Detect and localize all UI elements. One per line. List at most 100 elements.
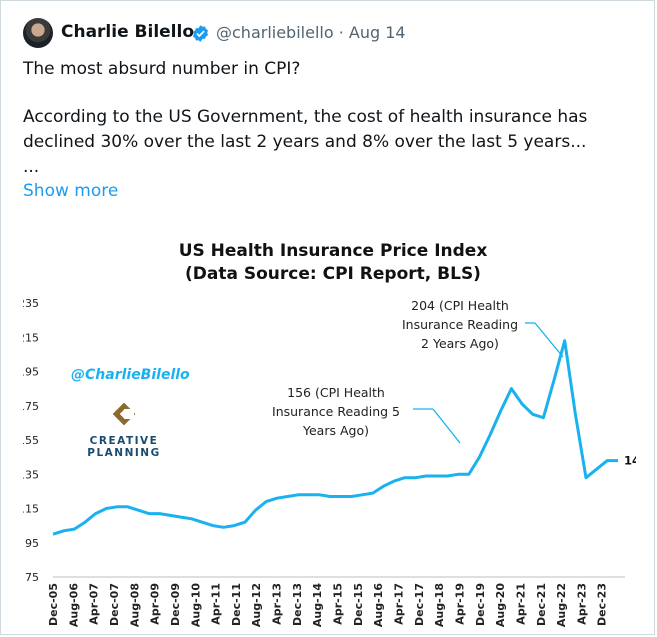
data-point [169, 514, 171, 516]
annotation-204-line-2: Insurance Reading [402, 317, 518, 332]
x-tick-label: Dec-07 [108, 583, 121, 626]
x-tick-label: Apr-15 [332, 583, 345, 625]
x-tick-label: Dec-21 [535, 583, 548, 626]
x-tick-label: Dec-11 [230, 583, 243, 626]
annotation-204: 204 (CPI Health Insurance Reading 2 Year… [402, 298, 564, 358]
data-point [159, 513, 161, 515]
chart-title-line-2: (Data Source: CPI Report, BLS) [185, 264, 481, 284]
tweet-date[interactable]: Aug 14 [348, 23, 406, 42]
data-point [191, 518, 193, 520]
y-tick-label: 135 [23, 468, 39, 481]
x-tick-label: Aug-14 [311, 583, 324, 627]
data-point [105, 508, 107, 510]
y-tick-label: 95 [25, 537, 39, 550]
x-tick-label: Dec-23 [596, 583, 609, 626]
y-tick-label: 215 [23, 331, 39, 344]
data-point [596, 468, 598, 470]
x-axis: Dec-05 Aug-06 Apr-07 Dec-07 Aug-08 Apr-09 Dec-… [47, 583, 609, 627]
data-point [510, 388, 512, 390]
data-point [287, 496, 289, 498]
annotation-156-line-3: Years Ago) [302, 423, 369, 438]
data-point [319, 494, 321, 496]
data-point [532, 413, 534, 415]
data-point [425, 475, 427, 477]
data-point [84, 521, 86, 523]
verified-badge-icon [192, 25, 209, 42]
x-tick-label: Aug-16 [372, 583, 385, 627]
annotation-204-line-3: 2 Years Ago) [421, 336, 499, 351]
x-tick-label: Dec-19 [474, 583, 487, 626]
tweet-text-line-2: According to the US Government, the cost… [23, 107, 588, 127]
annotation-156: 156 (CPI Health Insurance Reading 5 Year… [272, 385, 461, 444]
x-tick-label: Dec-13 [291, 583, 304, 626]
x-tick-label: Dec-05 [47, 583, 60, 626]
data-point [297, 494, 299, 496]
health-insurance-chart: US Health Insurance Price Index (Data So… [18, 241, 648, 627]
logo-text-planning: PLANNING [87, 447, 160, 459]
x-tick-label: Apr-09 [149, 583, 162, 625]
data-point [585, 477, 587, 479]
y-tick-label: 75 [25, 571, 39, 584]
x-tick-label: Aug-08 [128, 583, 141, 627]
data-point [52, 533, 54, 535]
data-point [446, 475, 448, 477]
annotation-156-pointer [432, 408, 461, 444]
data-point [457, 473, 459, 475]
data-point [265, 501, 267, 503]
show-more-link[interactable]: Show more [23, 181, 119, 201]
annotation-204-pointer [534, 322, 564, 358]
series-end-label: 143 [624, 454, 636, 468]
data-point [95, 513, 97, 515]
creative-planning-logo: CREATIVE PLANNING [87, 402, 160, 459]
data-point [212, 525, 214, 527]
author-avatar[interactable] [23, 18, 53, 48]
y-tick-label: 115 [23, 503, 39, 516]
data-point [233, 525, 235, 527]
x-tick-label: Apr-21 [514, 583, 527, 625]
data-point [223, 526, 225, 528]
chart-title-line-1: US Health Insurance Price Index [179, 241, 488, 261]
data-point [116, 506, 118, 508]
data-point [63, 530, 65, 532]
x-tick-label: Aug-18 [433, 583, 446, 627]
separator-dot: · [338, 23, 344, 42]
data-point [372, 492, 374, 494]
data-point [127, 506, 129, 508]
y-tick-label: 195 [23, 366, 39, 379]
annotation-156-line-1: 156 (CPI Health [287, 385, 385, 400]
data-point [180, 516, 182, 518]
data-point [574, 413, 576, 415]
y-axis: 75 95 115 135 155 175 195 215 235 [18, 297, 625, 584]
author-handle-and-date: @charliebilello · Aug 14 [216, 23, 406, 42]
data-point [436, 475, 438, 477]
data-point [351, 496, 353, 498]
data-point [606, 460, 608, 462]
author-name[interactable]: Charlie Bilello [61, 22, 195, 42]
data-point [137, 509, 139, 511]
x-tick-label: Aug-06 [67, 583, 80, 627]
annotation-156-line-2: Insurance Reading 5 [272, 404, 400, 419]
logo-text-creative: CREATIVE [90, 435, 159, 447]
chart-image[interactable]: US Health Insurance Price Index (Data So… [18, 229, 648, 633]
tweet-text-line-1: The most absurd number in CPI? [23, 59, 301, 79]
data-point [478, 456, 480, 458]
x-tick-label: Dec-09 [169, 583, 182, 626]
x-tick-label: Apr-23 [575, 583, 588, 625]
data-point [329, 496, 331, 498]
x-tick-label: Dec-17 [413, 583, 426, 626]
author-handle[interactable]: @charliebilello [216, 23, 334, 42]
x-tick-label: Aug-22 [555, 583, 568, 627]
data-point [73, 528, 75, 530]
watermark-handle: @CharlieBilello [71, 367, 190, 383]
data-point [564, 340, 566, 342]
data-point [404, 477, 406, 479]
x-tick-label: Aug-20 [494, 583, 507, 627]
x-tick-label: Dec-15 [352, 583, 365, 626]
data-point [340, 496, 342, 498]
tweet-text-line-3: declined 30% over the last 2 years and 8… [23, 132, 587, 152]
data-point [500, 410, 502, 412]
tweet-text-ellipsis: ... [23, 157, 40, 177]
data-point [308, 494, 310, 496]
data-point [553, 379, 555, 381]
